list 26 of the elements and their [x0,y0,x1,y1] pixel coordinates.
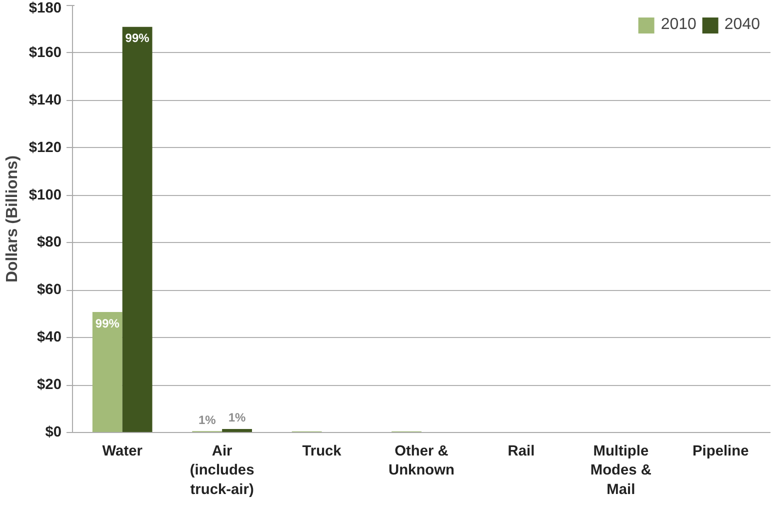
y-tick-label: $60 [37,282,62,298]
annotation: 99% [95,316,120,330]
y-axis-title: Dollars (Billions) [4,155,21,283]
y-tick-label: $0 [45,424,62,440]
y-tick-label: $180 [28,0,62,16]
legend-label: 2040 [724,16,760,34]
x-tick-label: Water [102,444,143,460]
annotation: 1% [228,410,246,425]
bar [92,312,122,432]
y-tick-label: $80 [37,234,62,251]
x-tick-label: Other & Unknown [388,444,455,479]
x-tick-label: Rail [508,444,535,460]
y-tick-label: $20 [37,377,62,394]
legend-label: 2010 [660,16,696,34]
x-tick-label: Multiple Modes & Mail [590,444,652,498]
annotation: 99% [125,31,150,46]
x-tick-label: Truck [302,444,342,460]
y-tick-label: $140 [28,92,62,108]
y-tick-label: $100 [28,187,62,204]
annotation: 1% [198,412,216,427]
x-tick-label: Air (includes truck-air) [190,444,254,498]
y-tick-label: $160 [28,44,62,61]
x-tick-label: Pipeline [692,444,749,460]
y-tick-label: $40 [37,330,62,346]
bar [122,26,152,432]
y-tick-label: $120 [28,140,62,156]
